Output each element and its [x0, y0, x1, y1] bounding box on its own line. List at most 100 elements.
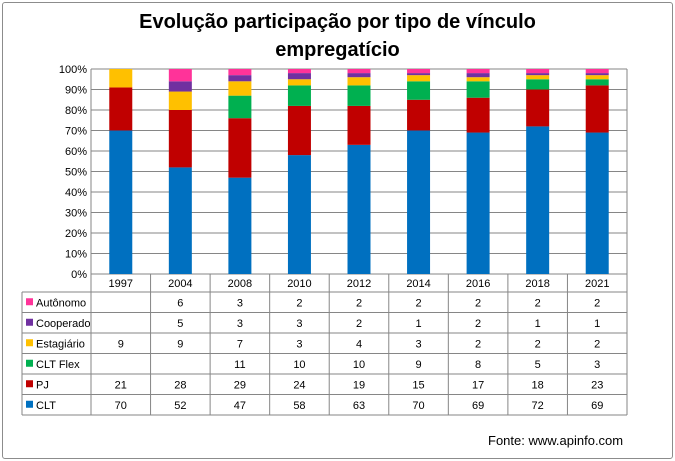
bar-segment: [466, 81, 490, 98]
data-label: 2: [594, 338, 600, 350]
data-label: 19: [353, 379, 365, 391]
data-label: 2: [296, 297, 302, 309]
category-label: 2004: [168, 278, 192, 290]
data-label: 9: [118, 338, 124, 350]
data-label: 3: [415, 338, 421, 350]
bar-segment: [168, 167, 192, 274]
bar-segment: [585, 75, 609, 80]
data-label: 47: [234, 400, 246, 412]
data-label: 2: [415, 297, 421, 309]
data-label: 17: [472, 379, 484, 391]
category-label: 1997: [109, 278, 133, 290]
category-label: 2018: [525, 278, 549, 290]
data-label: 2: [535, 338, 541, 350]
legend-label: CLT: [36, 400, 56, 412]
legend-key: [26, 339, 33, 347]
data-label: 9: [177, 338, 183, 350]
data-label: 29: [234, 379, 246, 391]
bar-segment: [526, 73, 550, 76]
bar-segment: [168, 69, 192, 82]
y-tick-label: 40%: [65, 187, 87, 199]
data-label: 8: [475, 359, 481, 371]
bar-segment: [585, 132, 609, 274]
bar-segment: [347, 69, 371, 74]
bar-segment: [407, 130, 431, 274]
legend-label: Estagiário: [36, 338, 85, 350]
data-label: 3: [296, 338, 302, 350]
data-label: 2: [594, 297, 600, 309]
data-label: 15: [412, 379, 424, 391]
chart-title-line-1: Evolução participação por tipo de víncul…: [139, 11, 536, 33]
data-label: 18: [532, 379, 544, 391]
data-label: 10: [353, 359, 365, 371]
legend-key: [26, 380, 33, 388]
bar-segment: [407, 75, 431, 82]
data-label: 63: [353, 400, 365, 412]
bar-segment: [585, 79, 609, 86]
bar-segment: [168, 81, 192, 92]
bar-segment: [168, 91, 192, 110]
bar-segment: [407, 69, 431, 74]
data-label: 1: [415, 318, 421, 330]
bar-segment: [347, 77, 371, 86]
data-label: 23: [591, 379, 603, 391]
bar-segment: [466, 132, 490, 274]
data-label: 24: [293, 379, 305, 391]
legend-key: [26, 298, 33, 306]
bar-segment: [347, 73, 371, 78]
legend-key: [26, 400, 33, 408]
bar-segment: [526, 126, 550, 275]
data-label: 69: [472, 400, 484, 412]
legend-key: [26, 318, 33, 326]
chart-title-line-2: empregatício: [275, 39, 400, 61]
bar-segment: [466, 73, 490, 78]
data-label: 2: [356, 297, 362, 309]
bar-segment: [407, 73, 431, 76]
data-label: 2: [356, 318, 362, 330]
bar-segment: [466, 69, 490, 74]
data-label: 2: [475, 338, 481, 350]
legend-label: Cooperado: [36, 318, 90, 330]
bar-segment: [526, 89, 550, 127]
bar-segment: [228, 95, 252, 119]
bar-segment: [466, 77, 490, 82]
data-label: 2: [535, 297, 541, 309]
data-label: 2: [475, 318, 481, 330]
y-tick-label: 90%: [65, 85, 87, 97]
category-label: 2016: [466, 278, 490, 290]
bar-segment: [287, 85, 311, 106]
data-label: 21: [115, 379, 127, 391]
data-label: 28: [174, 379, 186, 391]
data-label: 4: [356, 338, 362, 350]
y-tick-label: 50%: [65, 167, 87, 179]
data-label: 3: [296, 318, 302, 330]
bar-segment: [585, 85, 609, 133]
data-label: 7: [237, 338, 243, 350]
bar-segment: [407, 81, 431, 100]
bar-segment: [228, 81, 252, 96]
bar-segment: [287, 155, 311, 274]
data-label: 2: [475, 297, 481, 309]
bar-segment: [526, 79, 550, 90]
data-label: 69: [591, 400, 603, 412]
bar-segment: [287, 69, 311, 74]
legend-key: [26, 359, 33, 367]
bar-segment: [526, 69, 550, 74]
data-label: 70: [115, 400, 127, 412]
bar-segment: [585, 73, 609, 76]
source-note: Fonte: www.apinfo.com: [488, 433, 624, 448]
category-label: 2010: [287, 278, 311, 290]
data-label: 5: [177, 318, 183, 330]
data-label: 6: [177, 297, 183, 309]
data-label: 58: [293, 400, 305, 412]
legend-label: Autônomo: [36, 297, 86, 309]
bar-segment: [347, 105, 371, 145]
y-tick-label: 100%: [59, 64, 87, 76]
data-label: 10: [293, 359, 305, 371]
data-label: 70: [412, 400, 424, 412]
bar-segment: [109, 130, 133, 274]
data-label: 3: [594, 359, 600, 371]
bar-segment: [347, 85, 371, 106]
bar-segment: [347, 144, 371, 274]
